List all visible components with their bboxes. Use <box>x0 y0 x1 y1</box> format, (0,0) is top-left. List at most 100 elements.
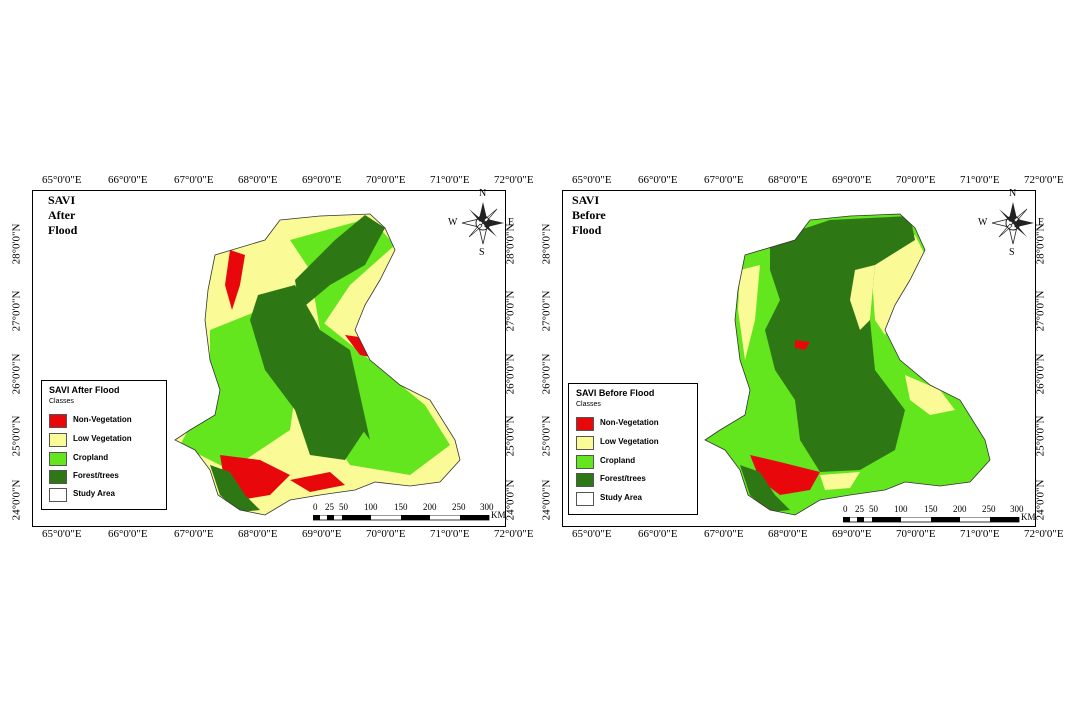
compass-s: S <box>479 247 485 258</box>
scale-bar-graphic <box>313 515 490 521</box>
legend: SAVI After Flood Classes Non-Vegetation … <box>41 380 167 510</box>
lon-label: 69°0'0"E <box>832 528 872 540</box>
legend-label: Forest/trees <box>600 474 646 483</box>
legend-subtitle: Classes <box>49 398 74 405</box>
lon-label: 67°0'0"E <box>704 174 744 186</box>
legend-label: Study Area <box>73 489 115 498</box>
map-title: SAVI After Flood <box>48 193 78 237</box>
lon-label: 71°0'0"E <box>430 528 470 540</box>
scale-tick: 25 <box>325 502 334 512</box>
legend-label: Cropland <box>600 456 636 465</box>
lon-label: 69°0'0"E <box>832 174 872 186</box>
scale-tick: 150 <box>394 502 408 512</box>
compass-e: E <box>508 217 515 228</box>
swatch-non-vegetation <box>49 414 67 428</box>
lat-label: 25°0'0"N <box>1034 415 1047 457</box>
swatch-forest <box>576 473 594 487</box>
compass-n: N <box>479 188 487 199</box>
scale-tick: 0 <box>843 504 848 514</box>
compass-e: E <box>1038 217 1045 228</box>
lat-label: 25°0'0"N <box>504 415 517 457</box>
scale-bar-graphic <box>843 517 1020 523</box>
lon-label: 65°0'0"E <box>42 528 82 540</box>
scale-tick: 100 <box>894 504 908 514</box>
lon-label: 70°0'0"E <box>896 528 936 540</box>
swatch-study-area <box>49 488 67 502</box>
lon-label: 65°0'0"E <box>42 174 82 186</box>
scale-tick: 50 <box>339 502 348 512</box>
legend: SAVI Before Flood Classes Non-Vegetation… <box>568 383 698 515</box>
map-title: SAVI Before Flood <box>572 193 606 237</box>
legend-subtitle: Classes <box>576 401 601 408</box>
lon-label: 66°0'0"E <box>108 528 148 540</box>
legend-label: Forest/trees <box>73 471 119 480</box>
lat-label: 26°0'0"N <box>1034 353 1047 395</box>
lon-label: 66°0'0"E <box>638 174 678 186</box>
lat-label: 27°0'0"N <box>1034 290 1047 332</box>
swatch-forest <box>49 470 67 484</box>
lat-label: 26°0'0"N <box>504 353 517 395</box>
compass-w: W <box>448 217 458 228</box>
lat-label: 24°0'0"N <box>10 479 23 521</box>
lat-label: 26°0'0"N <box>540 353 553 395</box>
lon-label: 67°0'0"E <box>174 528 214 540</box>
legend-label: Study Area <box>600 493 642 502</box>
lon-label: 68°0'0"E <box>238 528 278 540</box>
lat-label: 24°0'0"N <box>540 479 553 521</box>
lat-label: 27°0'0"N <box>540 290 553 332</box>
scale-tick: 250 <box>982 504 996 514</box>
lat-label: 25°0'0"N <box>10 415 23 457</box>
lon-label: 70°0'0"E <box>896 174 936 186</box>
lon-label: 71°0'0"E <box>960 528 1000 540</box>
legend-label: Non-Vegetation <box>73 415 132 424</box>
north-arrow-icon <box>461 202 504 245</box>
sindh-map-after-flood <box>174 213 461 516</box>
scale-tick: 25 <box>855 504 864 514</box>
scale-tick: 100 <box>364 502 378 512</box>
legend-title: SAVI After Flood <box>49 385 120 395</box>
lon-label: 65°0'0"E <box>572 528 612 540</box>
lat-label: 27°0'0"N <box>504 290 517 332</box>
scale-tick: 200 <box>423 502 437 512</box>
swatch-low-vegetation <box>49 433 67 447</box>
swatch-low-vegetation <box>576 436 594 450</box>
swatch-non-vegetation <box>576 417 594 431</box>
legend-label: Low Vegetation <box>600 437 659 446</box>
lon-label: 67°0'0"E <box>704 528 744 540</box>
lon-label: 72°0'0"E <box>494 528 534 540</box>
lon-label: 72°0'0"E <box>494 174 534 186</box>
lat-label: 27°0'0"N <box>10 290 23 332</box>
lat-label: 25°0'0"N <box>540 415 553 457</box>
lon-label: 71°0'0"E <box>960 174 1000 186</box>
scale-bar: 0 25 50 100 150 200 250 300 KM <box>310 502 510 524</box>
lat-label: 28°0'0"N <box>540 223 553 265</box>
lon-label: 69°0'0"E <box>302 174 342 186</box>
lon-label: 66°0'0"E <box>108 174 148 186</box>
lon-label: 72°0'0"E <box>1024 174 1064 186</box>
lon-label: 65°0'0"E <box>572 174 612 186</box>
scale-bar: 0 25 50 100 150 200 250 300 KM <box>840 504 1040 526</box>
scale-tick: 200 <box>953 504 967 514</box>
swatch-cropland <box>576 455 594 469</box>
scale-tick: 300 <box>1010 504 1024 514</box>
north-arrow-icon <box>991 202 1034 245</box>
lon-label: 70°0'0"E <box>366 528 406 540</box>
sindh-map-before-flood <box>704 213 991 516</box>
scale-tick: 0 <box>313 502 318 512</box>
scale-unit: KM <box>491 510 506 520</box>
lat-label: 26°0'0"N <box>10 353 23 395</box>
swatch-study-area <box>576 492 594 506</box>
lon-label: 68°0'0"E <box>768 528 808 540</box>
lon-label: 72°0'0"E <box>1024 528 1064 540</box>
legend-label: Low Vegetation <box>73 434 132 443</box>
lat-label: 28°0'0"N <box>10 223 23 265</box>
scale-unit: KM <box>1021 512 1036 522</box>
lon-label: 66°0'0"E <box>638 528 678 540</box>
compass-s: S <box>1009 247 1015 258</box>
compass-rose: N S W E <box>978 188 1048 258</box>
compass-rose: N S W E <box>448 188 518 258</box>
compass-n: N <box>1009 188 1017 199</box>
swatch-cropland <box>49 452 67 466</box>
legend-label: Cropland <box>73 453 109 462</box>
compass-w: W <box>978 217 988 228</box>
